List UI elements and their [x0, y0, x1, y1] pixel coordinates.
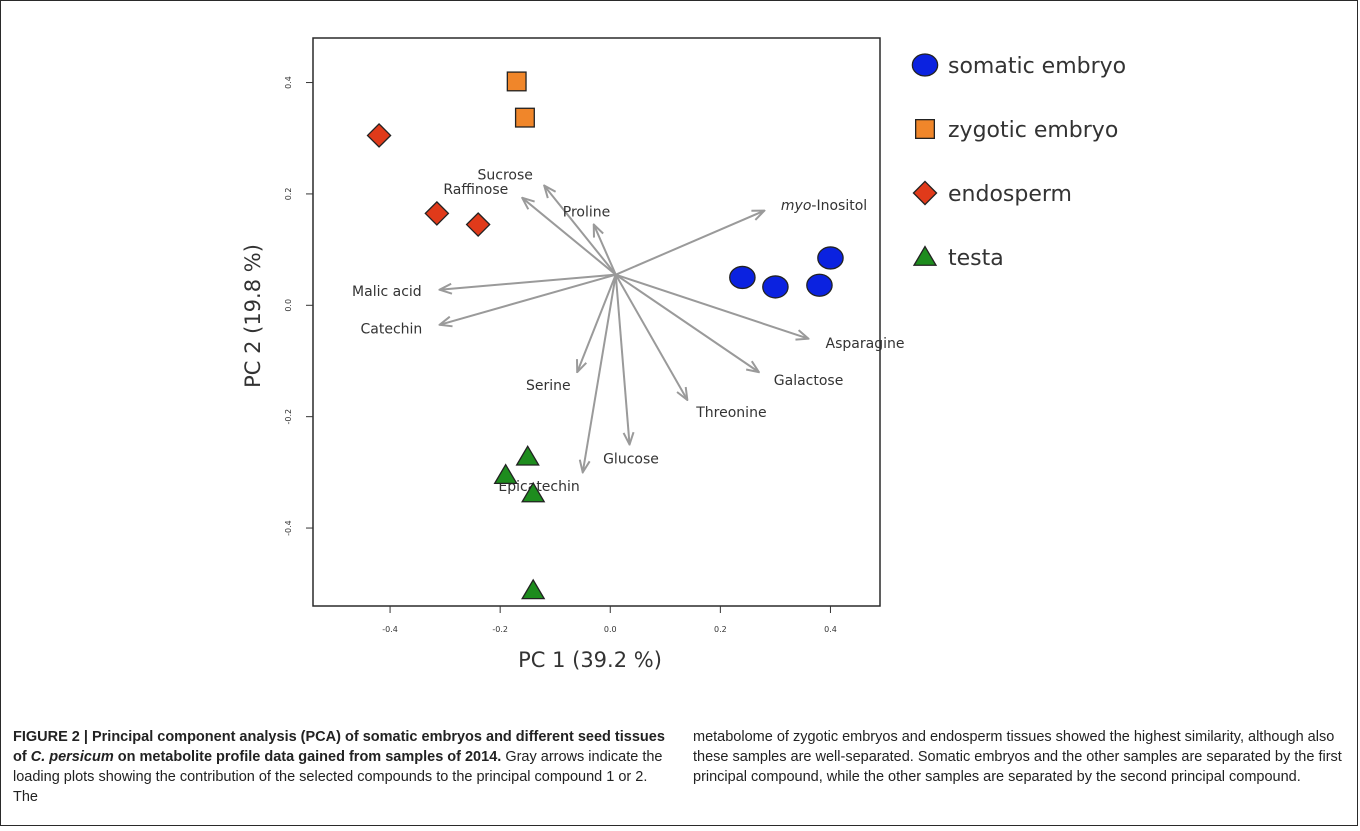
caption-title-rest: on metabolite profile data gained from s… — [113, 749, 502, 765]
data-point — [493, 463, 518, 485]
loading-label: myo-Inositol — [781, 198, 867, 214]
loading-label: Threonine — [695, 405, 766, 421]
y-tick-label: 0.0 — [284, 299, 293, 312]
y-tick-label: 0.4 — [284, 76, 293, 89]
y-tick-label: -0.2 — [284, 409, 293, 425]
loading-label: Proline — [563, 205, 610, 221]
x-tick-label: 0.2 — [714, 625, 727, 634]
loading-arrow — [577, 274, 617, 372]
loading-label: Galactose — [774, 373, 844, 389]
legend-marker — [911, 53, 939, 77]
legend-marker — [915, 119, 936, 140]
loading-label: Sucrose — [478, 168, 533, 184]
loading-label: Malic acid — [352, 284, 422, 300]
legend-label: testa — [948, 246, 1004, 271]
data-point — [817, 246, 844, 270]
legend-marker — [912, 180, 938, 206]
data-point — [366, 122, 392, 148]
loading-arrow — [615, 211, 765, 276]
loading-label: Epicatechin — [498, 479, 579, 495]
caption-left-column: FIGURE 2 | Principal component analysis … — [13, 727, 668, 807]
loading-arrow — [440, 273, 617, 325]
loading-arrow — [583, 274, 617, 473]
caption-species: C. persicum — [30, 749, 114, 765]
axis-ticks: -0.4 -0.2 0.0 0.2 0.4 -0.4 -0.2 0.0 0.2 0.4 — [284, 76, 837, 634]
loading-arrow — [522, 198, 617, 276]
legend-label: somatic embryo — [948, 54, 1126, 79]
data-point — [806, 273, 833, 297]
loading-arrow — [614, 274, 630, 445]
legend: somatic embryo zygotic embryo endosperm tes… — [911, 53, 1126, 271]
x-tick-label: 0.0 — [604, 625, 617, 634]
loading-arrow — [614, 274, 688, 400]
data-point — [762, 275, 789, 299]
x-tick-label: 0.4 — [824, 625, 837, 634]
x-tick-label: -0.4 — [382, 625, 398, 634]
loading-arrow — [615, 273, 759, 372]
loading-label: Serine — [526, 378, 571, 394]
data-point — [514, 107, 535, 128]
legend-label: endosperm — [948, 182, 1072, 207]
data-points — [366, 71, 844, 600]
data-point — [506, 71, 527, 92]
x-tick-label: -0.2 — [492, 625, 508, 634]
plot-area-border — [312, 37, 881, 607]
pca-chart: -0.4 -0.2 0.0 0.2 0.4 -0.4 -0.2 0.0 0.2 0.4 myo-I… — [241, 37, 1126, 672]
caption-right-column: metabolome of zygotic embryos and endosp… — [693, 729, 1342, 785]
loading-label: Glucose — [603, 451, 659, 467]
y-tick-label: 0.2 — [284, 188, 293, 201]
y-axis-label: PC 2 (19.8 %) — [241, 244, 265, 388]
loading-label: Catechin — [361, 322, 423, 338]
caption-text-left: Gray arrows indicate the loading plots s… — [13, 749, 663, 805]
loading-label: Raffinose — [443, 182, 508, 198]
loading-arrow — [544, 186, 617, 276]
data-point — [515, 445, 540, 466]
data-point — [521, 481, 546, 503]
caption-figure-label: FIGURE 2 | Principal component analysis … — [13, 729, 665, 765]
loading-label: Asparagine — [826, 336, 905, 352]
loading-arrow — [594, 225, 617, 276]
loading-arrow — [615, 273, 809, 339]
data-point — [465, 212, 491, 238]
data-point — [729, 265, 756, 290]
data-point — [521, 578, 546, 600]
data-point — [424, 200, 450, 226]
loading-arrow — [440, 273, 616, 290]
y-tick-label: -0.4 — [284, 520, 293, 536]
legend-label: zygotic embryo — [948, 118, 1118, 143]
x-axis-label: PC 1 (39.2 %) — [518, 648, 662, 672]
legend-marker — [912, 245, 938, 266]
